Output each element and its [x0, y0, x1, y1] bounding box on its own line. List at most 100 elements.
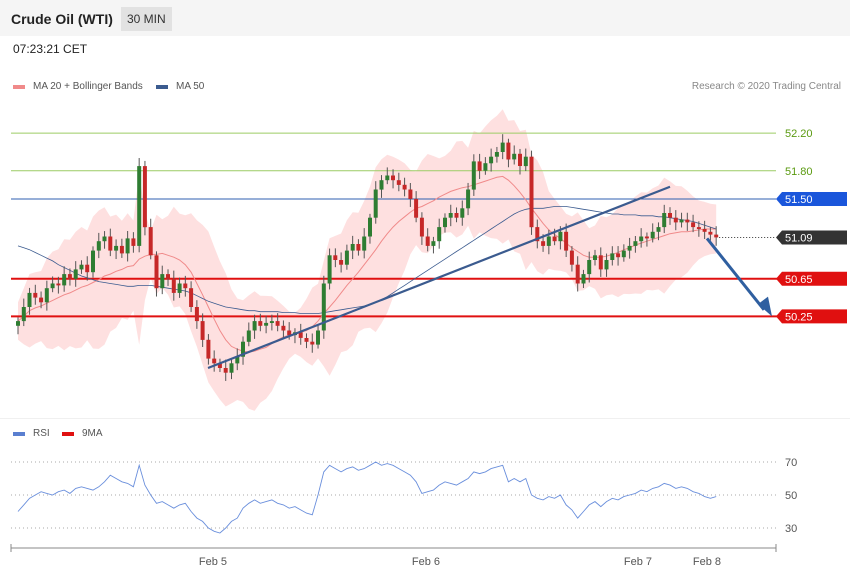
legend-rsi-label: RSI: [33, 428, 50, 439]
candle-body-37: [229, 363, 234, 373]
candle-body-110: [650, 231, 655, 239]
candle-body-117: [691, 222, 696, 228]
candle-body-32: [200, 321, 205, 340]
candle-body-39: [241, 341, 245, 357]
candle-body-67: [402, 184, 407, 190]
forecast-arrow-head: [758, 296, 772, 317]
candle-body-35: [217, 363, 222, 368]
level-tag-2: [776, 191, 847, 206]
candle-body-80: [477, 161, 482, 171]
candle-body-1: [21, 307, 26, 322]
candle-body-56: [339, 260, 344, 265]
candle-body-112: [662, 213, 667, 228]
candle-body-19: [125, 238, 130, 254]
level-label-3: 50.65: [785, 274, 813, 286]
candle-body-12: [85, 264, 90, 273]
candle-body-103: [610, 253, 615, 260]
candle-body-94: [558, 231, 563, 242]
candle-body-89: [529, 156, 534, 228]
timeframe-badge[interactable]: 30 MIN: [121, 7, 172, 31]
candle-body-41: [252, 321, 257, 331]
candle-body-64: [385, 175, 390, 181]
candle-body-42: [258, 321, 263, 326]
candle-body-51: [310, 341, 315, 345]
level-tag-4: [776, 309, 847, 324]
candle-body-100: [593, 255, 597, 260]
forecast-arrow-shaft: [705, 237, 766, 311]
trend-line: [207, 185, 671, 370]
ma9-swatch: [62, 431, 74, 436]
candle-body-66: [396, 180, 401, 185]
legend-9ma-label: 9MA: [82, 428, 103, 439]
candle-body-38: [235, 356, 240, 364]
candle-body-79: [471, 161, 476, 190]
candle-body-24: [154, 255, 159, 289]
candle-body-99: [587, 260, 592, 275]
candle-body-109: [644, 236, 649, 239]
candle-body-102: [604, 260, 609, 270]
candle-body-68: [408, 189, 413, 199]
candle-body-4: [39, 297, 44, 303]
candles: [16, 134, 719, 381]
candle-body-45: [275, 321, 280, 326]
candle-body-7: [56, 283, 61, 286]
candle-body-49: [298, 332, 303, 338]
candle-body-84: [500, 142, 505, 152]
candle-body-43: [264, 322, 269, 326]
chart-title: Crude Oil (WTI): [11, 11, 113, 27]
candle-body-91: [541, 241, 546, 246]
candle-body-72: [431, 241, 436, 246]
bollinger-band: [18, 109, 717, 411]
level-label-4: 50.25: [785, 311, 813, 323]
candle-body-74: [443, 217, 447, 228]
candle-body-86: [512, 153, 517, 160]
candle-body-16: [108, 236, 113, 251]
rsi-tick-label-0: 30: [785, 523, 797, 535]
ma20-swatch: [13, 84, 25, 89]
candle-body-121: [714, 234, 719, 238]
candle-body-82: [489, 156, 494, 164]
candle-body-101: [598, 255, 603, 270]
candle-body-114: [673, 217, 678, 223]
candle-body-92: [546, 236, 551, 246]
level-tag-3: [776, 271, 847, 286]
level-label-2: 51.50: [785, 194, 813, 206]
candle-body-61: [368, 217, 372, 237]
legend-ma20-label: MA 20 + Bollinger Bands: [33, 81, 143, 92]
candle-body-70: [419, 217, 424, 237]
candle-body-30: [189, 288, 194, 307]
candle-body-69: [414, 198, 419, 218]
x-tick-label-2: Feb 7: [624, 556, 652, 568]
credit-text: Research © 2020 Trading Central: [691, 81, 841, 92]
candle-body-52: [316, 330, 320, 345]
candle-body-77: [460, 208, 465, 218]
candle-body-13: [91, 250, 95, 273]
candle-body-21: [137, 166, 142, 246]
candle-body-108: [639, 236, 644, 242]
candle-body-5: [44, 288, 49, 303]
candle-body-17: [114, 245, 119, 251]
candle-body-98: [581, 274, 586, 284]
candle-body-57: [344, 250, 349, 265]
legend-ma50: MA 50: [156, 81, 204, 92]
candle-body-44: [269, 321, 274, 323]
candle-body-11: [79, 264, 84, 270]
candle-body-47: [287, 330, 292, 336]
candle-body-6: [50, 283, 55, 289]
panel-separator: [0, 418, 850, 419]
candle-body-34: [212, 358, 217, 364]
candle-body-75: [448, 213, 453, 218]
candle-body-54: [327, 255, 332, 284]
candle-body-90: [535, 227, 540, 242]
chart-header: Crude Oil (WTI) 30 MIN: [0, 0, 850, 36]
candle-body-73: [437, 227, 442, 242]
candle-body-29: [183, 283, 188, 289]
candle-body-115: [679, 219, 684, 223]
candle-body-14: [96, 241, 101, 251]
candle-body-22: [142, 166, 147, 228]
candle-body-81: [483, 163, 488, 171]
candle-body-76: [454, 213, 459, 218]
candle-body-28: [177, 283, 182, 293]
legend-9ma: 9MA: [62, 428, 103, 439]
candle-body-2: [27, 292, 32, 307]
